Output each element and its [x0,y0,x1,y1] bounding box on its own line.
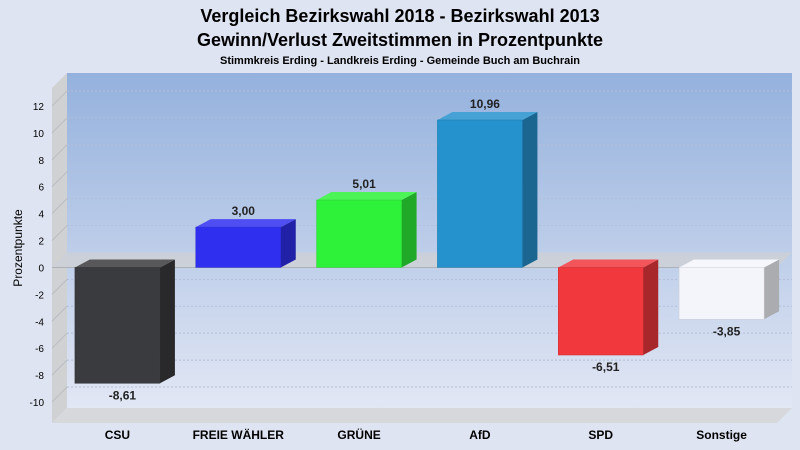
grid-line-side [51,90,68,107]
value-label: -3,85 [713,324,741,338]
y-tick-label: -10 [30,398,45,409]
value-label: -6,51 [592,360,620,374]
bar-top-face [558,259,659,268]
grid-line-side [51,332,68,349]
y-axis-ticks: -10 -8 -6 -4 -2 0 2 4 6 8 10 12 [30,102,45,409]
category-label: Sonstige [696,428,747,442]
bar-front-face [558,267,644,356]
y-tick-label: 6 [38,183,44,194]
bar-top-face [195,219,296,228]
y-tick-label: -2 [35,290,44,301]
bar-gr-ne [316,192,417,268]
bar-front-face [437,119,523,268]
bar-spd [558,259,659,356]
grid-line-side [51,117,68,134]
grid-line-side [51,144,68,161]
grid-line-side [51,171,68,188]
chart-title: Vergleich Bezirkswahl 2018 - Bezirkswahl… [200,6,599,26]
bar-side-face [401,192,417,268]
category-label: GRÜNE [337,427,380,442]
y-tick-label: 2 [38,237,44,248]
category-label: CSU [105,428,130,442]
grid-lines [51,90,792,403]
category-label: AfD [469,428,491,442]
bar-top-face [316,192,417,201]
bar-front-face [678,267,765,320]
category-label: SPD [588,428,613,442]
y-tick-label: 0 [38,263,44,274]
plot-back-wall [67,73,792,408]
bar-side-face [159,259,175,384]
bar-afd [437,111,538,268]
value-label: 3,00 [232,204,256,218]
value-label: 10,96 [470,97,500,111]
plot-left-wall [52,73,67,423]
grid-line-side [51,198,68,214]
chart-title-line2: Gewinn/Verlust Zweitstimmen in Prozentpu… [197,30,603,50]
y-tick-label: -8 [35,371,44,382]
y-tick-label: 10 [33,129,45,140]
x-axis-categories: CSU FREIE WÄHLER GRÜNE AfD SPD Sonstige [105,427,748,442]
value-label: -8,61 [109,388,137,402]
chart-subtitle: Stimmkreis Erding - Landkreis Erding - G… [220,55,580,67]
bar-front-face [316,199,402,268]
bar-side-face [280,219,296,268]
value-labels: -8,61 3,00 5,01 10,96 -6,51 -3,85 [109,97,741,402]
bar-freie-w-hler [195,219,296,268]
grid-line-side [51,225,68,241]
bar-side-face [764,259,780,320]
bar-top-face [437,111,538,120]
y-tick-label: -4 [35,317,44,328]
bar-top-face [679,259,780,268]
bar-csu [74,259,175,384]
grid-line-side [51,279,68,295]
y-tick-label: 8 [38,156,44,167]
bar-front-face [195,226,281,268]
bar-front-face [74,267,161,384]
y-tick-label: -6 [35,344,44,355]
grid-line-side [51,359,68,376]
y-tick-label: 12 [33,102,45,113]
bar-top-face [74,259,175,268]
bar-side-face [522,111,538,268]
plot-floor [52,408,792,423]
bar-side-face [643,259,659,356]
y-axis-label: Prozentpunkte [11,209,25,287]
bar-sonstige [678,259,780,320]
grid-line-side [51,305,68,322]
value-label: 5,01 [352,177,376,191]
y-tick-label: 4 [38,210,44,221]
category-label: FREIE WÄHLER [193,427,285,442]
grid-line-side [51,386,68,403]
bars [74,111,780,384]
